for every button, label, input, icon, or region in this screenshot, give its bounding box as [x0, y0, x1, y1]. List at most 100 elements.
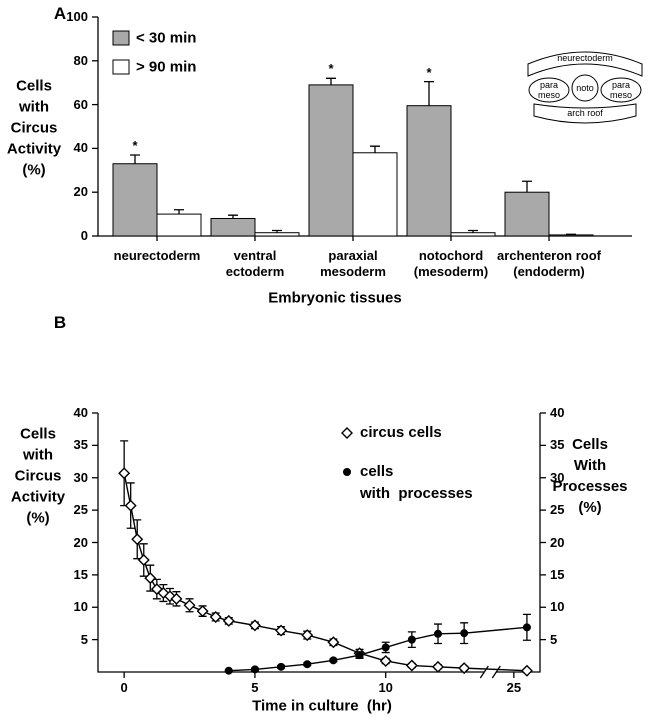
bar — [406, 105, 452, 237]
marker — [327, 636, 340, 649]
y2-tick-label: 20 — [550, 534, 565, 550]
y-tick-label: 10 — [73, 599, 88, 615]
error-bar — [566, 233, 576, 235]
marker — [432, 660, 444, 673]
marker — [381, 643, 390, 652]
inset-noto — [571, 74, 599, 102]
inset-label: arch roof — [567, 108, 603, 118]
legend-marker — [343, 468, 351, 476]
y2-tick-label: 5 — [550, 631, 558, 647]
y-tick-label: 35 — [73, 437, 88, 453]
y-tick-label: 0 — [80, 228, 88, 243]
marker — [170, 592, 183, 605]
error-bar — [130, 154, 140, 164]
bar — [156, 213, 202, 237]
marker — [407, 635, 416, 644]
x-axis-label: Embryonic tissues — [268, 289, 402, 307]
y-tick-label: 20 — [73, 534, 88, 550]
error-bar — [370, 145, 380, 153]
marker — [131, 533, 144, 546]
x-tick-label: (endoderm) — [513, 264, 585, 279]
marker — [301, 629, 314, 642]
x-tick-label: paraxial — [328, 248, 378, 263]
marker — [460, 629, 469, 638]
y2-tick-label: 40 — [550, 405, 565, 420]
bar — [450, 232, 496, 237]
x-tick-label: 5 — [251, 680, 259, 695]
panel-label: B — [53, 313, 67, 332]
x-tick-label: ventral — [233, 248, 277, 263]
error-bar — [228, 214, 238, 219]
error-bar — [424, 80, 434, 106]
y2-tick-label: 10 — [550, 599, 565, 615]
x-tick-label: neurectoderm — [113, 248, 201, 263]
marker — [183, 599, 196, 612]
marker — [222, 614, 235, 627]
error-bar — [326, 77, 336, 85]
marker — [275, 624, 288, 637]
legend-label: < 30 min — [136, 29, 197, 47]
bar — [504, 191, 550, 237]
x-tick-label: (mesoderm) — [413, 264, 489, 279]
legend-swatch — [112, 30, 130, 46]
marker — [248, 619, 261, 632]
inset-para-meso — [600, 77, 642, 103]
inset-label: neurectoderm — [557, 53, 613, 63]
error-bar — [272, 229, 282, 233]
series-line — [228, 626, 527, 672]
y-tick-label: 20 — [73, 184, 88, 200]
marker — [209, 610, 222, 623]
x-tick-label: ectoderm — [225, 264, 285, 279]
error-bar — [468, 229, 478, 233]
x-tick-label: archenteron roof — [496, 248, 602, 263]
marker — [196, 605, 209, 618]
marker — [458, 662, 471, 675]
marker — [137, 553, 150, 566]
bar — [210, 217, 256, 237]
y2-tick-label: 30 — [550, 469, 565, 485]
y-axis-label: Cells with Circus Activity (%) — [6, 77, 62, 179]
inset-label: para meso — [537, 80, 561, 100]
marker — [303, 660, 312, 669]
legend-label: > 90 min — [136, 58, 197, 76]
y2-axis-label: Cells With Processes (%) — [552, 436, 628, 516]
inset-para-meso — [528, 77, 570, 103]
bar — [548, 234, 594, 237]
marker — [124, 499, 137, 512]
error-bar — [174, 209, 184, 215]
y-axis-label: Cells with Circus Activity (%) — [10, 425, 66, 527]
inset-diagram — [527, 51, 643, 124]
panel-label: A — [53, 4, 67, 23]
y-tick-label: 30 — [73, 469, 88, 485]
significance-mark: * — [132, 137, 138, 153]
inset-neurectoderm — [527, 51, 643, 77]
y2-tick-label: 15 — [550, 566, 565, 582]
legend-label: circus cells — [360, 424, 442, 441]
y-tick-label: 25 — [73, 502, 88, 518]
marker — [405, 659, 418, 672]
y-tick-label: 40 — [73, 405, 88, 420]
x-tick-label: 10 — [378, 680, 393, 695]
axis-break — [491, 665, 501, 679]
marker — [250, 665, 259, 674]
x-tick-label: notochord — [418, 248, 484, 263]
inset-label: noto — [576, 83, 594, 93]
y-tick-label: 40 — [73, 140, 88, 156]
marker — [434, 629, 442, 638]
y-tick-label: 60 — [73, 96, 88, 112]
x-axis-label: Time in culture (hr) — [252, 697, 392, 715]
legend-swatch — [112, 59, 130, 75]
x-tick-label: 0 — [120, 680, 128, 695]
y-tick-label: 80 — [73, 52, 88, 68]
significance-mark: * — [328, 61, 334, 77]
bar — [254, 232, 300, 237]
x-tick-label: mesoderm — [320, 264, 386, 279]
marker — [379, 655, 392, 667]
marker — [355, 651, 364, 660]
axis-break — [479, 665, 489, 679]
legend-marker — [341, 427, 353, 439]
x-tick-label: 25 — [506, 680, 522, 695]
bar — [112, 163, 158, 237]
marker — [118, 467, 131, 480]
